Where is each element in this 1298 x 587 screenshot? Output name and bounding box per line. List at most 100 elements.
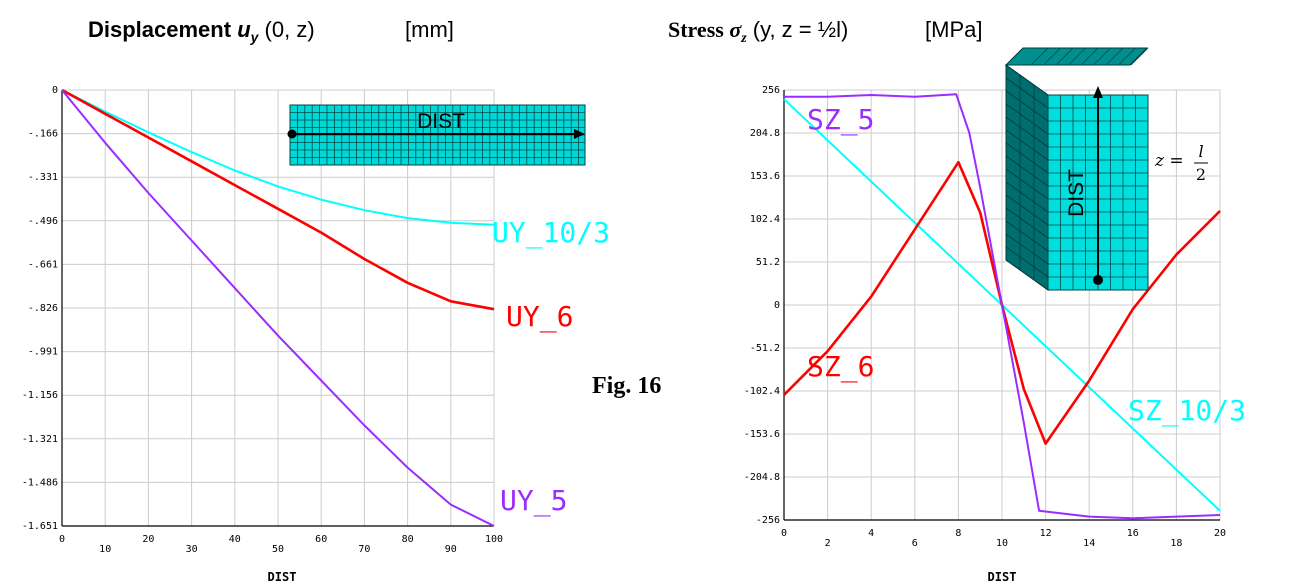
left-title-word: Displacement: [88, 17, 232, 42]
block-side-h-line: [1005, 116, 1049, 148]
dist-vertical-arrow-icon: [1093, 86, 1103, 98]
block-top-line: [1055, 47, 1074, 66]
block-side-face: [1005, 64, 1049, 291]
displacement-x-tick-label: 50: [272, 544, 284, 555]
formula-lhs: z =: [1154, 151, 1184, 171]
block-top-line: [1068, 47, 1086, 66]
block-side-h-line: [1005, 77, 1049, 109]
displacement-series-line-uy-6: [61, 88, 495, 311]
displacement-x-tick-label: 30: [186, 544, 198, 555]
right-title-args: (y, z = ½l): [747, 17, 849, 42]
series-label-sz-6: SZ_6: [807, 350, 874, 384]
displacement-x-tick-label: 60: [315, 534, 327, 545]
stress-x-tick-label: 6: [912, 538, 918, 549]
series-label-sz-10-3: SZ_10/3: [1128, 394, 1246, 428]
stress-x-tick-label: 4: [868, 528, 874, 539]
stress-x-tick-label: 2: [825, 538, 831, 549]
formula-denominator: 2: [1196, 165, 1206, 184]
displacement-y-tick-label: -.826: [28, 303, 58, 314]
stress-y-tick-label: 0: [774, 300, 780, 311]
stress-lines: [783, 93, 1221, 520]
dist-bottom-dot-icon: [1093, 275, 1103, 285]
stress-x-tick-label: 8: [955, 528, 961, 539]
block-side-h-line: [1005, 168, 1049, 200]
left-title-sub: y: [250, 29, 260, 45]
block-top-line: [1080, 47, 1099, 66]
stress-x-tick-label: 0: [781, 528, 787, 539]
left-title-args: (0, z): [258, 17, 314, 42]
block-top-line: [1130, 47, 1149, 66]
stress-chart: 0 2 4 6 8 10 12 14 16 18 20 256 204.8 153.6 102.4 51.2 0…: [744, 85, 1226, 584]
block-top-line: [1093, 47, 1111, 66]
displacement-y-tick-label: -1.156: [22, 390, 58, 401]
stress-y-tick-label: -153.6: [744, 429, 780, 440]
block-side-h-line: [1005, 246, 1049, 278]
block-side-h-line: [1005, 129, 1049, 161]
stress-axes: [783, 90, 1220, 521]
block-side-h-line: [1005, 142, 1049, 174]
figure-label: Fig. 16: [592, 373, 661, 399]
block-top-line: [1043, 47, 1061, 66]
displacement-lines: [61, 88, 495, 527]
block-mesh-lines: [1005, 47, 1149, 291]
right-title-sub: z: [740, 31, 747, 46]
left-title-var: u: [237, 17, 251, 42]
stress-x-tick-label: 14: [1083, 538, 1095, 549]
displacement-y-tick-label: -.496: [28, 216, 58, 227]
stress-y-tick-label: -256: [756, 515, 780, 526]
block-side-h-line: [1005, 233, 1049, 265]
left-title-unit: [mm]: [405, 17, 454, 42]
stress-x-tick-label: 16: [1127, 528, 1139, 539]
block-top-line: [1105, 47, 1124, 66]
right-title-unit: [MPa]: [925, 17, 982, 42]
block-side-h-line: [1005, 181, 1049, 213]
displacement-x-tick-label: 0: [59, 534, 65, 545]
stress-x-axis-label: DIST: [988, 570, 1017, 584]
series-label-uy-10-3: UY_10/3: [492, 216, 610, 250]
stress-ticks: 0 2 4 6 8 10 12 14 16 18 20 256 204.8 153.6 102.4 51.2 0…: [744, 85, 1226, 549]
block-side-h-line: [1005, 259, 1049, 291]
beam-mesh-inset: DIST: [287, 104, 586, 166]
block-mesh-inset: DIST z = l 2: [1004, 47, 1208, 291]
displacement-y-tick-label: -.991: [28, 347, 58, 358]
displacement-x-tick-label: 90: [445, 544, 457, 555]
displacement-y-tick-label: -1.486: [22, 477, 58, 488]
left-title: Displacement uy (0, z) [mm]: [88, 17, 454, 45]
stress-y-tick-label: 102.4: [750, 214, 780, 225]
stress-y-tick-label: -102.4: [744, 386, 780, 397]
right-title-word: Stress: [668, 17, 724, 42]
block-side-h-line: [1005, 64, 1049, 96]
right-title: Stress σz (y, z = ½l) [MPa]: [668, 17, 982, 46]
formula-numerator: l: [1198, 142, 1203, 161]
displacement-x-axis-label: DIST: [268, 570, 297, 584]
displacement-y-tick-label: -.661: [28, 259, 58, 270]
right-title-var: σ: [729, 17, 742, 42]
block-top-line: [1118, 47, 1136, 66]
block-side-h-line: [1005, 103, 1049, 135]
stress-x-tick-label: 20: [1214, 528, 1226, 539]
stress-y-tick-label: 204.8: [750, 128, 780, 139]
displacement-x-tick-label: 10: [99, 544, 111, 555]
block-top-line: [1030, 47, 1049, 66]
displacement-x-tick-label: 70: [358, 544, 370, 555]
block-side-h-line: [1005, 220, 1049, 252]
displacement-y-tick-label: -1.651: [22, 521, 58, 532]
stress-y-tick-label: 51.2: [756, 257, 780, 268]
inset-right-dist-label: DIST: [1065, 169, 1088, 217]
block-side-h-line: [1005, 194, 1049, 226]
stress-x-tick-label: 10: [996, 538, 1008, 549]
displacement-x-tick-label: 100: [485, 534, 503, 545]
displacement-y-tick-label: -.331: [28, 172, 58, 183]
displacement-x-tick-label: 80: [402, 534, 414, 545]
displacement-series-line-uy-10-3: [61, 89, 495, 226]
stress-y-tick-label: -51.2: [750, 343, 780, 354]
displacement-y-tick-label: -1.321: [22, 434, 58, 445]
series-label-sz-5: SZ_5: [807, 103, 874, 137]
series-label-uy-6: UY_6: [506, 300, 573, 334]
stress-y-tick-label: -204.8: [744, 472, 780, 483]
displacement-ticks: 0 10 20 30 40 50 60 70 80 90 100 0 -.166 -.331 -.496 -.…: [22, 85, 503, 555]
displacement-x-tick-label: 20: [142, 534, 154, 545]
stress-x-tick-label: 12: [1040, 528, 1052, 539]
series-label-uy-5: UY_5: [500, 484, 567, 518]
